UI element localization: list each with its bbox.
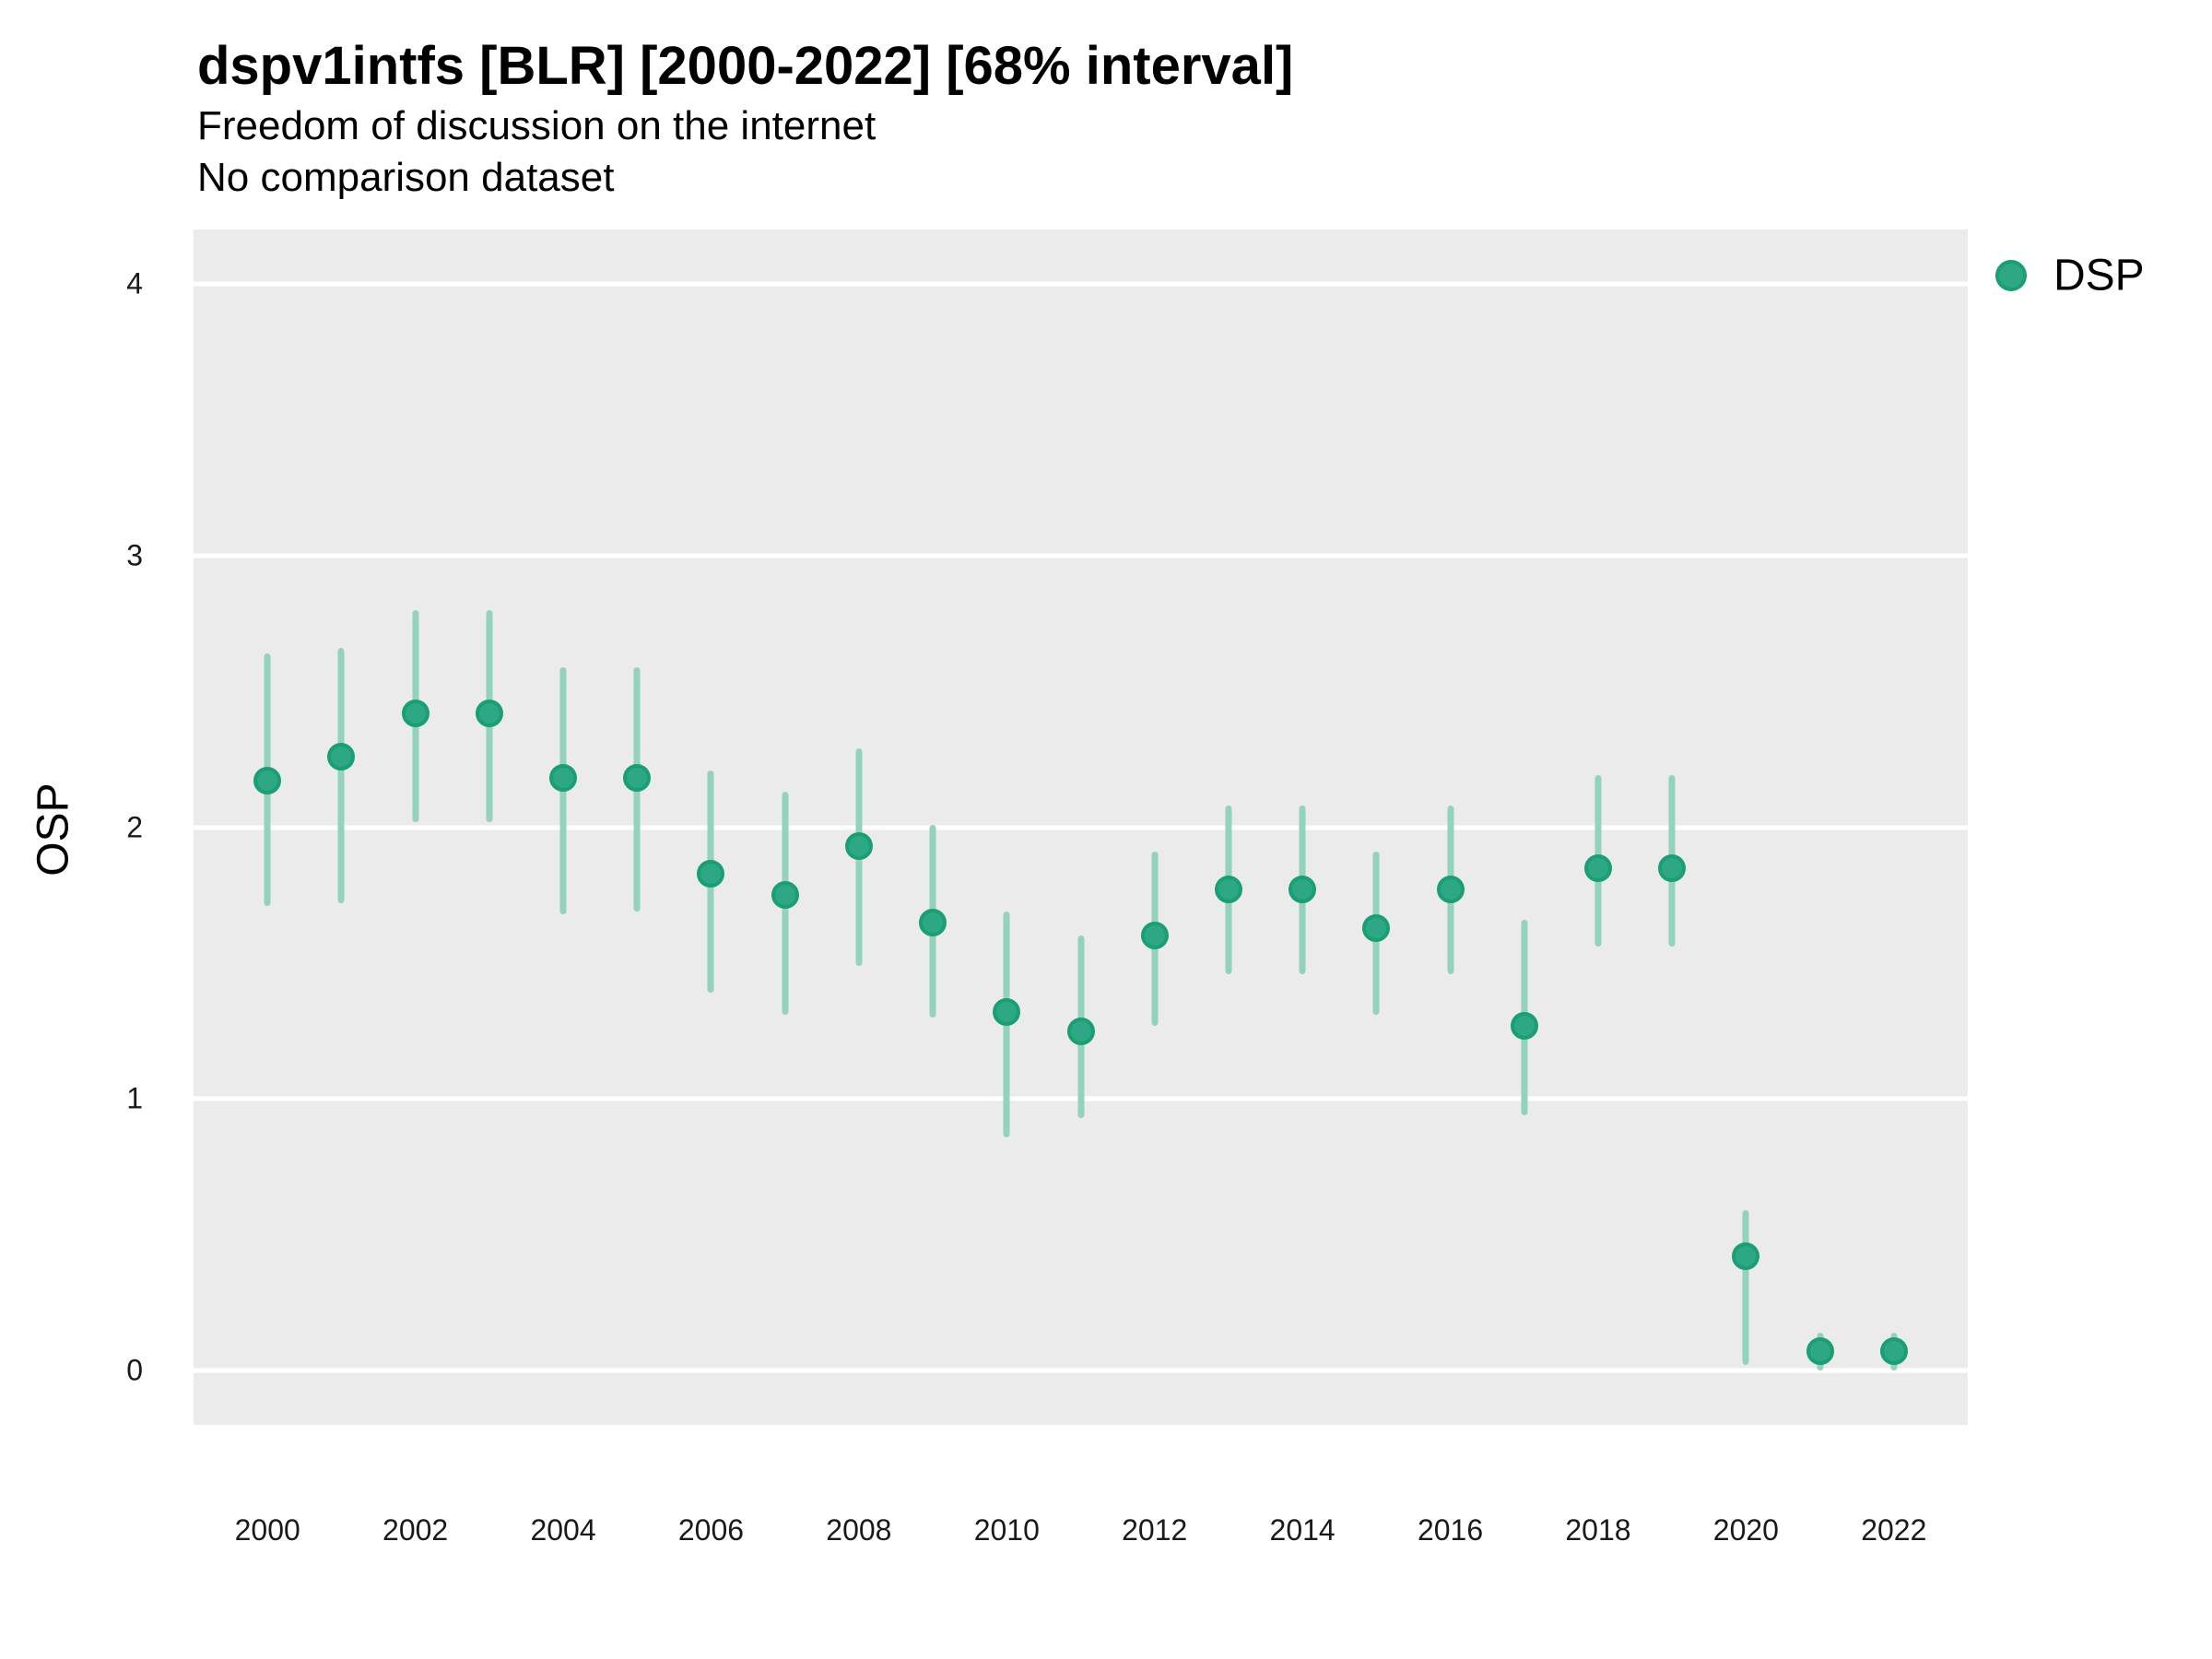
point-2001	[327, 742, 356, 771]
y-tick-label-1: 1	[126, 1081, 143, 1115]
point-2006	[697, 859, 725, 888]
point-2010	[993, 997, 1021, 1026]
point-2020	[1732, 1242, 1760, 1271]
point-2012	[1140, 922, 1169, 950]
legend-dot-icon	[1995, 260, 2027, 291]
legend-label: DSP	[2053, 251, 2145, 300]
point-2014	[1288, 876, 1317, 904]
x-tick-label-2004: 2004	[530, 1513, 596, 1547]
point-2011	[1066, 1017, 1095, 1045]
x-tick-label-2012: 2012	[1122, 1513, 1188, 1547]
gridline-4	[194, 281, 1968, 287]
x-tick-label-2018: 2018	[1565, 1513, 1631, 1547]
y-axis-title: OSP	[29, 782, 78, 877]
y-tick-label-0: 0	[126, 1353, 143, 1387]
gridline-0	[194, 1368, 1968, 1373]
chart-subtitle: Freedom of discussion on the internet	[197, 103, 877, 148]
point-2007	[771, 881, 799, 910]
x-tick-label-2016: 2016	[1417, 1513, 1484, 1547]
point-2009	[919, 908, 947, 936]
interval-2020	[1742, 1210, 1749, 1366]
point-2005	[623, 764, 652, 793]
gridline-3	[194, 553, 1968, 559]
y-tick-label-2: 2	[126, 810, 143, 843]
point-2016	[1436, 876, 1465, 904]
page-title: dspv1intfs [BLR] [2000-2022] [68% interv…	[197, 36, 1294, 96]
interval-2001	[337, 647, 345, 904]
gridline-2	[194, 825, 1968, 830]
x-tick-label-2010: 2010	[973, 1513, 1040, 1547]
point-2019	[1658, 853, 1687, 882]
point-2000	[253, 767, 282, 795]
point-2015	[1362, 913, 1391, 942]
point-2013	[1214, 876, 1242, 904]
chart-subtitle-2: No comparison dataset	[197, 155, 615, 200]
point-2003	[475, 699, 503, 727]
x-tick-label-2006: 2006	[677, 1513, 745, 1547]
x-tick-label-2002: 2002	[382, 1513, 449, 1547]
point-2004	[549, 764, 578, 793]
x-tick-label-2020: 2020	[1712, 1513, 1779, 1547]
y-tick-label-3: 3	[126, 538, 143, 572]
x-tick-label-2008: 2008	[826, 1513, 892, 1547]
point-2021	[1806, 1337, 1834, 1366]
x-tick-label-2022: 2022	[1861, 1513, 1927, 1547]
y-tick-label-4: 4	[126, 266, 143, 300]
legend: DSP	[1982, 244, 2203, 309]
x-tick-label-2000: 2000	[234, 1513, 300, 1547]
point-2002	[401, 699, 429, 727]
plot-panel	[194, 229, 1968, 1425]
point-2022	[1879, 1337, 1908, 1366]
point-2018	[1583, 853, 1612, 882]
point-2017	[1510, 1011, 1538, 1040]
point-2008	[844, 832, 873, 861]
x-tick-label-2014: 2014	[1269, 1513, 1335, 1547]
